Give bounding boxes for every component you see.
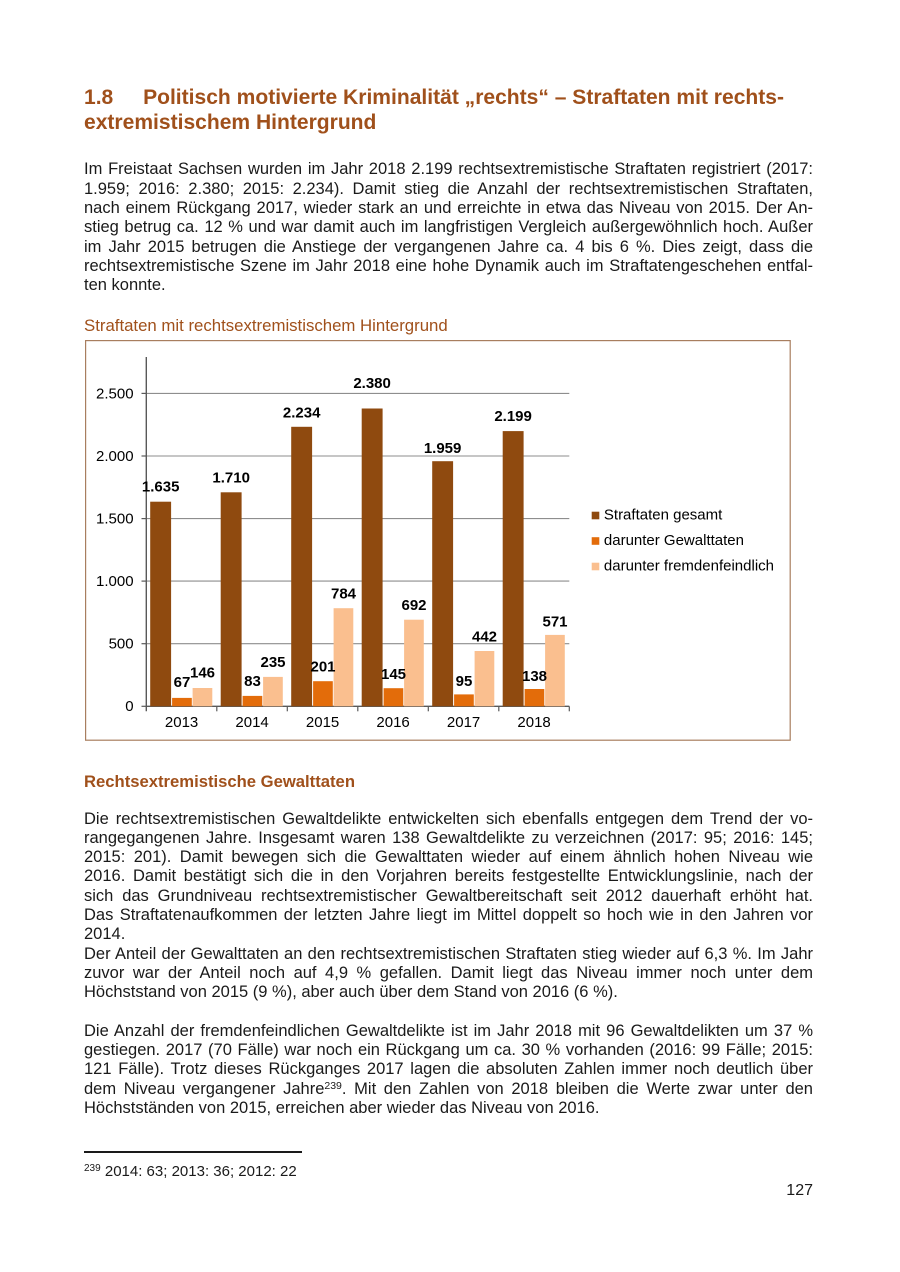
- svg-text:0: 0: [125, 698, 133, 715]
- svg-text:Straftaten gesamt: Straftaten gesamt: [604, 507, 723, 524]
- svg-text:2.380: 2.380: [353, 375, 391, 392]
- svg-text:1.710: 1.710: [212, 470, 250, 487]
- svg-text:1.500: 1.500: [96, 511, 134, 528]
- svg-text:2.500: 2.500: [96, 385, 134, 402]
- svg-text:692: 692: [401, 597, 426, 614]
- svg-text:784: 784: [331, 586, 357, 603]
- svg-text:146: 146: [190, 665, 215, 682]
- svg-text:2015: 2015: [306, 714, 339, 731]
- svg-text:2017: 2017: [447, 714, 480, 731]
- svg-text:83: 83: [244, 673, 261, 690]
- svg-text:2.000: 2.000: [96, 448, 134, 465]
- svg-text:2.199: 2.199: [494, 408, 532, 425]
- svg-text:442: 442: [472, 629, 497, 646]
- svg-text:1.635: 1.635: [142, 479, 180, 496]
- svg-text:darunter Gewalttaten: darunter Gewalttaten: [604, 532, 744, 549]
- svg-text:2.234: 2.234: [283, 404, 321, 421]
- svg-text:67: 67: [174, 674, 191, 691]
- svg-text:500: 500: [109, 636, 134, 653]
- svg-text:95: 95: [456, 673, 473, 690]
- svg-text:2016: 2016: [376, 714, 409, 731]
- svg-text:201: 201: [310, 658, 335, 675]
- svg-text:2014: 2014: [235, 714, 268, 731]
- svg-text:571: 571: [542, 614, 567, 631]
- svg-text:1.000: 1.000: [96, 573, 134, 590]
- svg-text:2018: 2018: [517, 714, 550, 731]
- svg-text:2013: 2013: [165, 714, 198, 731]
- svg-text:145: 145: [381, 666, 406, 683]
- svg-text:1.959: 1.959: [424, 440, 462, 457]
- svg-text:138: 138: [522, 668, 547, 685]
- svg-text:235: 235: [260, 654, 285, 671]
- svg-text:darunter fremdenfeindlich: darunter fremdenfeindlich: [604, 558, 774, 575]
